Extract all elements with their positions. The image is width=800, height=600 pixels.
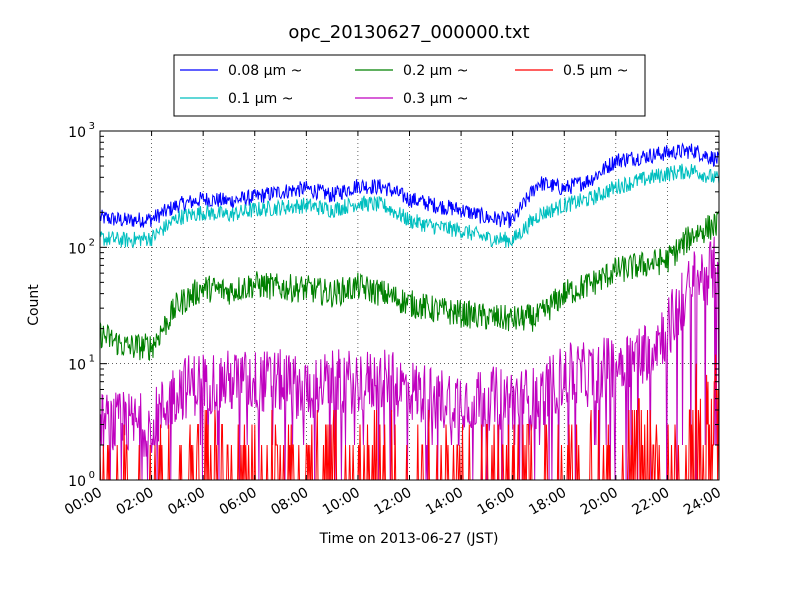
y-tick-exponent: 2	[89, 237, 95, 248]
chart-title: opc_20130627_000000.txt	[288, 22, 529, 43]
legend-label: 0.08 μm ~	[228, 63, 302, 79]
series-line	[100, 142, 719, 229]
legend-label: 0.2 μm ~	[403, 63, 468, 79]
series-line	[100, 236, 719, 480]
y-tick-exponent: 0	[89, 470, 95, 481]
y-tick-exponent: 1	[89, 354, 95, 365]
y-axis-label: Count	[26, 284, 42, 326]
legend-box	[173, 54, 646, 117]
legend-label: 0.1 μm ~	[228, 91, 293, 107]
y-tick-exponent: 3	[89, 121, 95, 132]
legend-label: 0.3 μm ~	[403, 91, 468, 107]
y-tick-label: 10	[68, 125, 86, 141]
legend-label: 0.5 μm ~	[563, 63, 628, 79]
series-group	[100, 142, 719, 480]
y-tick-label: 10	[68, 241, 86, 257]
series-line	[100, 210, 719, 361]
y-tick-label: 10	[68, 474, 86, 490]
series-line	[100, 163, 719, 249]
x-axis-label: Time on 2013-06-27 (JST)	[319, 531, 499, 547]
legend: 0.08 μm ~ 0.1 μm ~ 0.2 μm ~ 0.3 μm ~ 0.5 μm …	[173, 54, 646, 117]
y-tick-label: 10	[68, 358, 86, 374]
